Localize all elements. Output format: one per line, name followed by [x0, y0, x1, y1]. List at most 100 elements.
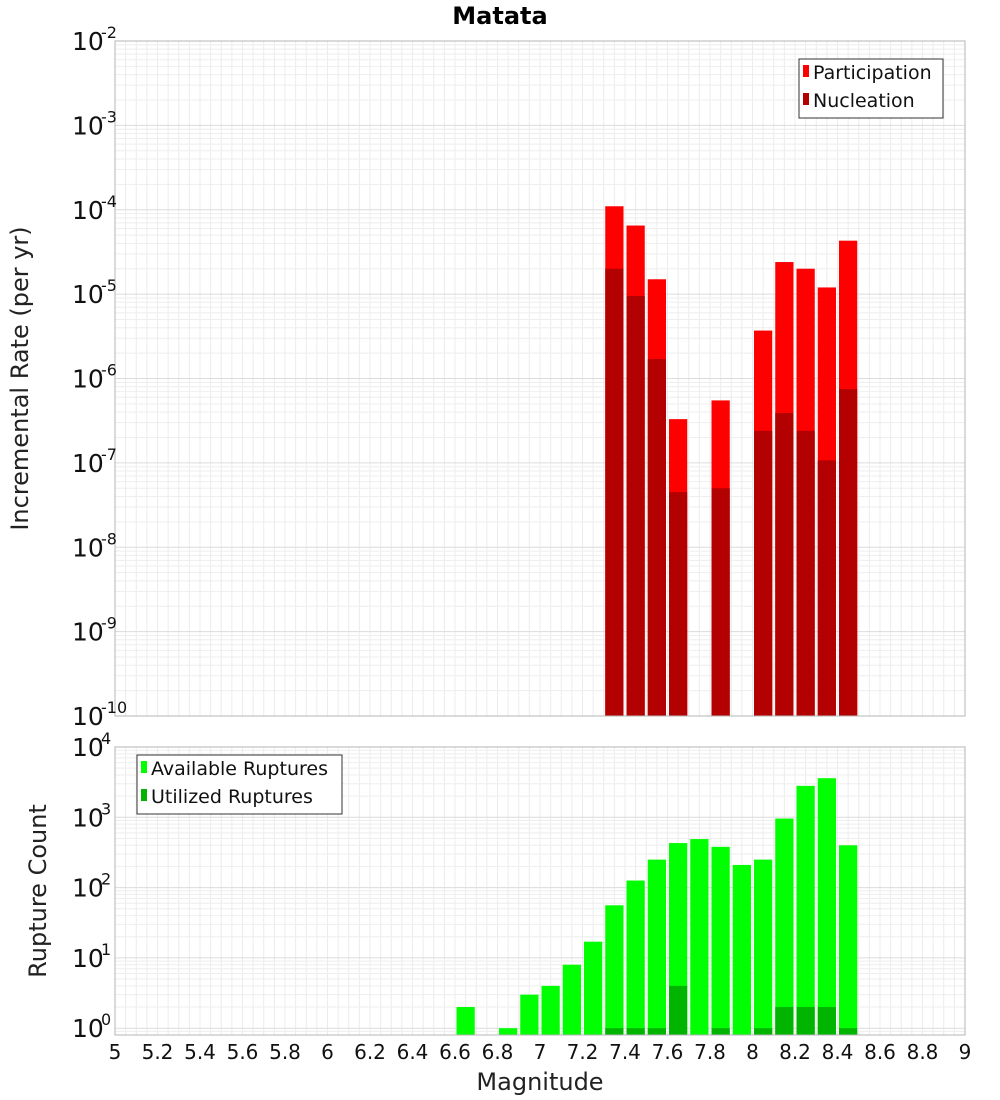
bar-nucleation: [775, 413, 794, 716]
y-tick-exponent: -7: [101, 445, 117, 464]
bar-available-ruptures: [711, 846, 730, 1035]
rate-panel: 10-1010-910-810-710-610-510-410-310-2Inc…: [6, 23, 966, 731]
x-tick-label: 9: [959, 1040, 972, 1064]
y-tick-base: 10: [72, 533, 104, 562]
bar-available-ruptures: [647, 859, 666, 1035]
bar-utilized-ruptures: [796, 1007, 815, 1035]
y-tick-base: 10: [72, 1014, 104, 1043]
bar-available-ruptures: [456, 1007, 475, 1035]
x-tick-label: 7.6: [652, 1040, 684, 1064]
bar-available-ruptures: [817, 778, 836, 1035]
bar-available-ruptures: [562, 964, 581, 1035]
y-axis-label: Incremental Rate (per yr): [6, 226, 34, 530]
y-tick-base: 10: [72, 111, 104, 140]
y-tick-exponent: -5: [101, 276, 117, 295]
x-tick-label: 6.6: [439, 1040, 471, 1064]
bar-available-ruptures: [796, 785, 815, 1035]
legend-label: Participation: [813, 62, 932, 84]
bar-utilized-ruptures: [605, 1028, 624, 1035]
bar-utilized-ruptures: [647, 1028, 666, 1035]
x-tick-label: 5.8: [269, 1040, 301, 1064]
x-tick-label: 6: [321, 1040, 334, 1064]
bar-utilized-ruptures: [626, 1028, 645, 1035]
y-tick-label: 10-2: [72, 23, 117, 56]
x-tick-labels: 5 5.2 5.4 5.6 5.8 6 6.2 6.4 6.6 6.8 7 7.2 7.4 7.6 7.8 8…: [109, 1040, 972, 1064]
y-tick-exponent: -4: [101, 192, 117, 211]
y-tick-exponent: 2: [101, 870, 111, 889]
x-tick-label: 5: [109, 1040, 122, 1064]
legend-swatch: [803, 65, 809, 77]
plot-frame: [114, 40, 966, 717]
x-tick-label: 7.8: [694, 1040, 726, 1064]
series-nucleation: [605, 268, 858, 716]
y-tick-base: 10: [72, 196, 104, 225]
y-tick-label: 101: [72, 940, 111, 973]
y-tick-exponent: -8: [101, 529, 117, 548]
legend-label: Nucleation: [813, 90, 915, 112]
legend: Participation Nucleation: [798, 58, 944, 119]
bar-available-ruptures: [732, 864, 751, 1035]
x-tick-label: 8.2: [779, 1040, 811, 1064]
legend-swatch: [141, 761, 147, 773]
y-tick-exponent: -9: [101, 614, 117, 633]
x-tick-label: 7.2: [567, 1040, 599, 1064]
x-tick-label: 6.2: [354, 1040, 386, 1064]
bar-utilized-ruptures: [754, 1028, 773, 1035]
bar-available-ruptures: [499, 1028, 518, 1035]
y-tick-base: 10: [72, 874, 104, 903]
x-tick-label: 5.2: [142, 1040, 174, 1064]
bar-utilized-ruptures: [711, 1028, 730, 1035]
y-tick-base: 10: [72, 280, 104, 309]
legend-label: Available Ruptures: [151, 758, 328, 780]
x-tick-label: 8.8: [907, 1040, 939, 1064]
y-tick-label: 10-8: [72, 529, 117, 562]
chart-title: Matata: [452, 2, 547, 30]
y-tick-base: 10: [72, 449, 104, 478]
x-tick-label: 7.4: [609, 1040, 641, 1064]
bar-nucleation: [605, 268, 624, 716]
bar-utilized-ruptures: [839, 1028, 858, 1035]
y-tick-exponent: 1: [101, 940, 111, 959]
bar-nucleation: [796, 430, 815, 716]
x-tick-label: 5.4: [184, 1040, 216, 1064]
y-tick-label: 10-9: [72, 614, 117, 647]
y-axis-label: Rupture Count: [24, 804, 52, 978]
y-tick-exponent: -2: [101, 23, 117, 42]
y-tick-base: 10: [72, 944, 104, 973]
x-tick-label: 8: [746, 1040, 759, 1064]
y-tick-label: 103: [72, 799, 111, 832]
y-tick-base: 10: [72, 618, 104, 647]
x-tick-label: 8.6: [864, 1040, 896, 1064]
bar-utilized-ruptures: [669, 985, 688, 1035]
y-tick-exponent: 0: [101, 1010, 111, 1029]
bar-nucleation: [754, 430, 773, 716]
x-axis-label: Magnitude: [476, 1068, 603, 1096]
y-tick-exponent: 4: [101, 729, 111, 748]
bar-available-ruptures: [690, 839, 709, 1035]
x-tick-label: 5.6: [227, 1040, 259, 1064]
x-tick-label: 8.4: [822, 1040, 854, 1064]
y-tick-exponent: -6: [101, 361, 117, 380]
y-tick-exponent: -3: [101, 107, 117, 126]
y-tick-label: 100: [72, 1010, 111, 1043]
y-tick-base: 10: [72, 702, 104, 731]
legend-swatch: [803, 93, 809, 105]
bar-utilized-ruptures: [817, 1007, 836, 1035]
legend: Available Ruptures Utilized Ruptures: [136, 754, 343, 815]
bar-available-ruptures: [584, 941, 603, 1035]
bar-available-ruptures: [775, 818, 794, 1035]
y-tick-base: 10: [72, 365, 104, 394]
y-tick-label: 10-6: [72, 361, 117, 394]
y-tick-exponent: -10: [101, 698, 127, 717]
plot-frame: [114, 746, 966, 1036]
bar-nucleation: [647, 359, 666, 716]
bar-nucleation: [839, 389, 858, 716]
bar-nucleation: [817, 460, 836, 716]
x-tick-label: 7: [534, 1040, 547, 1064]
y-tick-base: 10: [72, 803, 104, 832]
bar-nucleation: [711, 488, 730, 716]
bar-available-ruptures: [541, 985, 560, 1035]
y-tick-label: 102: [72, 870, 111, 903]
bar-available-ruptures: [839, 845, 858, 1035]
